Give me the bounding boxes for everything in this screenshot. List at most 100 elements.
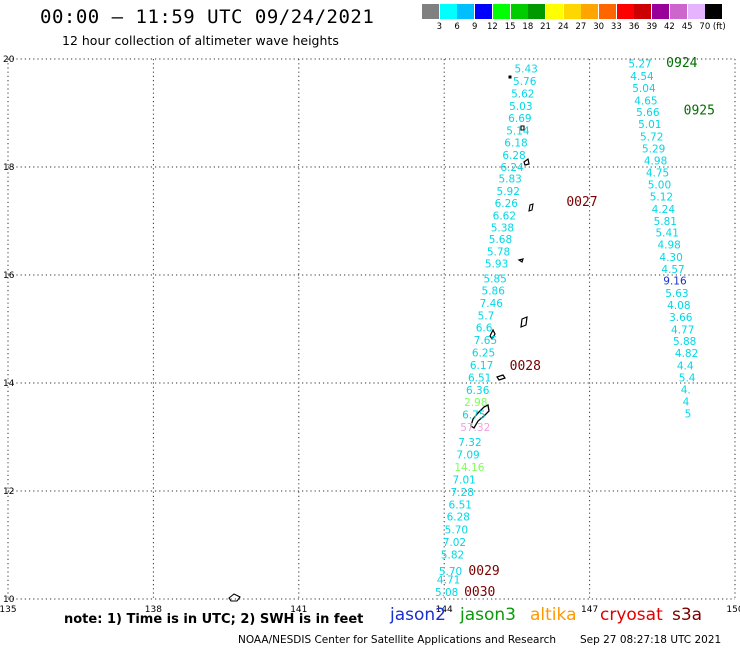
- agrihan-island: [523, 157, 530, 166]
- color-scale-label: 9: [472, 22, 478, 32]
- color-scale-label: 24: [557, 22, 569, 32]
- lat-tick-label: 18: [3, 163, 15, 173]
- saipan-island: [520, 316, 528, 328]
- color-scale-swatch: [422, 4, 439, 19]
- wave-height-value: 4.57: [661, 264, 684, 276]
- pass-time-label: 0029: [468, 564, 499, 579]
- wave-height-value: 4.77: [671, 324, 694, 336]
- wave-height-value: 7.02: [443, 537, 466, 549]
- wave-height-value: 5.70: [439, 566, 462, 578]
- color-scale-swatch: [545, 4, 563, 19]
- wave-height-value: 5.63: [665, 288, 688, 300]
- wave-height-value: 4.98: [644, 155, 667, 167]
- wave-height-value: 5.62: [511, 88, 534, 100]
- lon-tick-label: 135: [0, 605, 17, 615]
- mission-jason2: jason2: [390, 605, 446, 625]
- wave-height-tracks: 5.435.765.625.036.695.146.186.286.245.83…: [435, 59, 698, 599]
- anatahan-island: [517, 258, 524, 263]
- wave-height-value: 5.85: [483, 274, 506, 286]
- wave-height-value: 5.4: [679, 372, 696, 384]
- color-scale-swatch: [616, 4, 634, 19]
- wave-height-value: 5.66: [636, 107, 660, 119]
- pass-time-label: 0027: [566, 195, 597, 210]
- lat-tick-label: 20: [3, 55, 15, 65]
- color-scale-label: 33: [610, 22, 622, 32]
- wave-height-value: 6.28: [502, 150, 525, 162]
- wave-height-value: 5.29: [642, 143, 665, 155]
- wave-height-value: 6.25: [472, 348, 495, 360]
- wave-height-value: 5: [685, 409, 692, 421]
- wave-height-value: 4.75: [646, 168, 669, 180]
- color-scale-label: 39: [646, 22, 658, 32]
- wave-height-value: 5.92: [497, 186, 520, 198]
- wave-height-value: 7.65: [474, 335, 497, 347]
- wave-height-value: 4.24: [652, 204, 676, 216]
- color-scale-label: 30: [593, 22, 605, 32]
- wave-height-value: 3.66: [669, 312, 693, 324]
- wave-height-value: 4.54: [630, 71, 654, 83]
- color-scale-swatch: [705, 4, 723, 19]
- wave-height-value: 5.93: [485, 258, 508, 270]
- pass-time-label: 0925: [684, 104, 715, 119]
- color-scale-swatch: [528, 4, 546, 19]
- color-scale-swatch: [563, 4, 581, 19]
- wave-height-value: 2.98: [464, 397, 487, 409]
- wave-height-value: 6.51: [468, 372, 491, 384]
- lat-tick-label: 14: [3, 379, 15, 389]
- wave-height-value: 6.17: [470, 360, 493, 372]
- credit-text: NOAA/NESDIS Center for Satellite Applica…: [238, 634, 556, 646]
- wave-height-value: 4.4: [677, 361, 694, 373]
- wave-height-value: 5.12: [650, 191, 673, 203]
- color-scale-swatch: [439, 4, 457, 19]
- lon-tick-label: 141: [290, 605, 307, 615]
- color-scale-swatch: [581, 4, 599, 19]
- wave-height-value: 5.88: [673, 336, 696, 348]
- lat-tick-label: 12: [3, 487, 14, 497]
- wave-height-value: 7.46: [480, 298, 504, 310]
- wave-height-value: 5.14: [506, 126, 530, 138]
- color-scale-swatch: [457, 4, 475, 19]
- lat-tick-label: 16: [3, 271, 15, 281]
- color-scale-swatch: [599, 4, 616, 19]
- wave-height-value: 5.41: [656, 228, 679, 240]
- mission-cryosat: cryosat: [600, 605, 663, 625]
- pass-time-labels: 0924 0925 0027 0028 0029 0030: [464, 56, 715, 600]
- wave-height-value: 5.82: [441, 550, 464, 562]
- wave-height-value: 6.51: [449, 499, 472, 511]
- wave-height-value: 5.72: [640, 132, 663, 144]
- mission-jason3: jason3: [460, 605, 516, 625]
- footnote: note: 1) Time is in UTC; 2) SWH is in fe…: [64, 612, 364, 627]
- guam-island: [470, 404, 490, 429]
- color-scale-swatch: [669, 4, 687, 19]
- rota-island: [496, 374, 506, 381]
- wave-height-value: 5.00: [648, 180, 671, 192]
- color-scale-swatch: [492, 4, 510, 19]
- wave-height-value: 5.78: [487, 247, 510, 259]
- color-scale-swatch: [652, 4, 670, 19]
- color-scale-swatch: [687, 4, 705, 19]
- wave-height-value: 4.65: [634, 95, 657, 107]
- wave-height-value: 5.83: [498, 174, 521, 186]
- wave-height-value: 9.16: [663, 276, 687, 288]
- wave-height-value: 6.24: [500, 162, 524, 174]
- page-subtitle: 12 hour collection of altimeter wave hei…: [62, 33, 339, 48]
- lon-tick-label: 147: [581, 605, 598, 615]
- color-scale-label: 36: [628, 22, 640, 32]
- color-scale-swatch: [475, 4, 493, 19]
- color-scale-label: 6: [454, 22, 460, 32]
- color-scale-label: 70: [699, 22, 711, 32]
- wave-height-value: 5.08: [435, 587, 458, 599]
- wave-height-value: 6.6: [476, 323, 493, 335]
- wave-height-value: 5.04: [632, 83, 656, 95]
- tinian-island: [489, 328, 496, 341]
- wave-height-value: 4.08: [667, 300, 690, 312]
- wave-height-value: 4.71: [437, 574, 460, 586]
- wave-height-value: 4.98: [657, 240, 680, 252]
- yap-outline: [228, 593, 241, 602]
- mission-altika: altika: [530, 605, 577, 625]
- wave-height-value: 5.03: [509, 101, 532, 113]
- wave-height-value: 5.43: [514, 64, 537, 76]
- wave-height-value: 7.28: [451, 487, 474, 499]
- wave-height-value: 5.38: [491, 222, 514, 234]
- wave-height-value: 4: [683, 397, 690, 409]
